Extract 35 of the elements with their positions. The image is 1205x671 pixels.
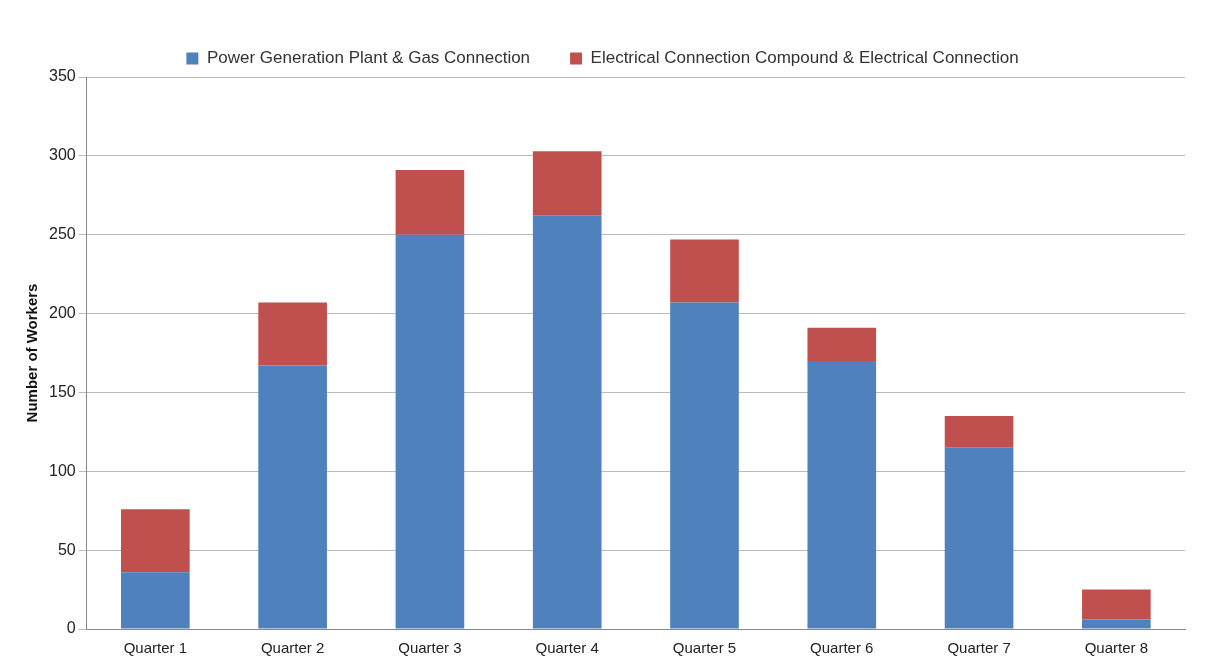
bar [121, 572, 190, 629]
y-tick-label: 0 [66, 619, 76, 637]
x-tick-label: Quarter 1 [123, 639, 188, 657]
y-tick-label: 100 [48, 461, 76, 479]
y-tick-label: 150 [48, 382, 76, 400]
bar [395, 234, 465, 629]
bar [670, 302, 739, 629]
bar [1082, 619, 1151, 629]
x-tick-label: Quarter 6 [810, 639, 874, 657]
bar [121, 509, 190, 573]
x-tick-label: Quarter 3 [398, 639, 462, 657]
y-tick-label: 200 [48, 303, 76, 321]
bar [670, 239, 739, 303]
y-tick-label: 350 [48, 67, 76, 85]
bar [807, 327, 877, 361]
x-tick-label: Quarter 4 [535, 639, 599, 657]
y-tick-label: 50 [57, 540, 76, 558]
bar [532, 151, 602, 216]
bar [1082, 589, 1151, 620]
x-tick-label: Quarter 8 [1084, 639, 1149, 657]
bar [258, 365, 327, 629]
x-tick-label: Quarter 2 [260, 639, 325, 657]
bar [395, 170, 465, 235]
bar [944, 447, 1014, 629]
bar [258, 302, 327, 366]
bar [807, 360, 877, 629]
bar [532, 215, 602, 629]
y-tick-label: 250 [48, 225, 76, 243]
legend-label: Electrical Connection Compound & Electrical Connection [590, 48, 1019, 68]
legend-label: Power Generation Plant & Gas Connection [206, 48, 531, 68]
y-axis-title: Number of Workers [23, 283, 41, 423]
bar [944, 416, 1014, 448]
y-tick-label: 300 [48, 146, 76, 164]
x-tick-label: Quarter 7 [947, 639, 1011, 657]
x-tick-label: Quarter 5 [672, 639, 737, 657]
